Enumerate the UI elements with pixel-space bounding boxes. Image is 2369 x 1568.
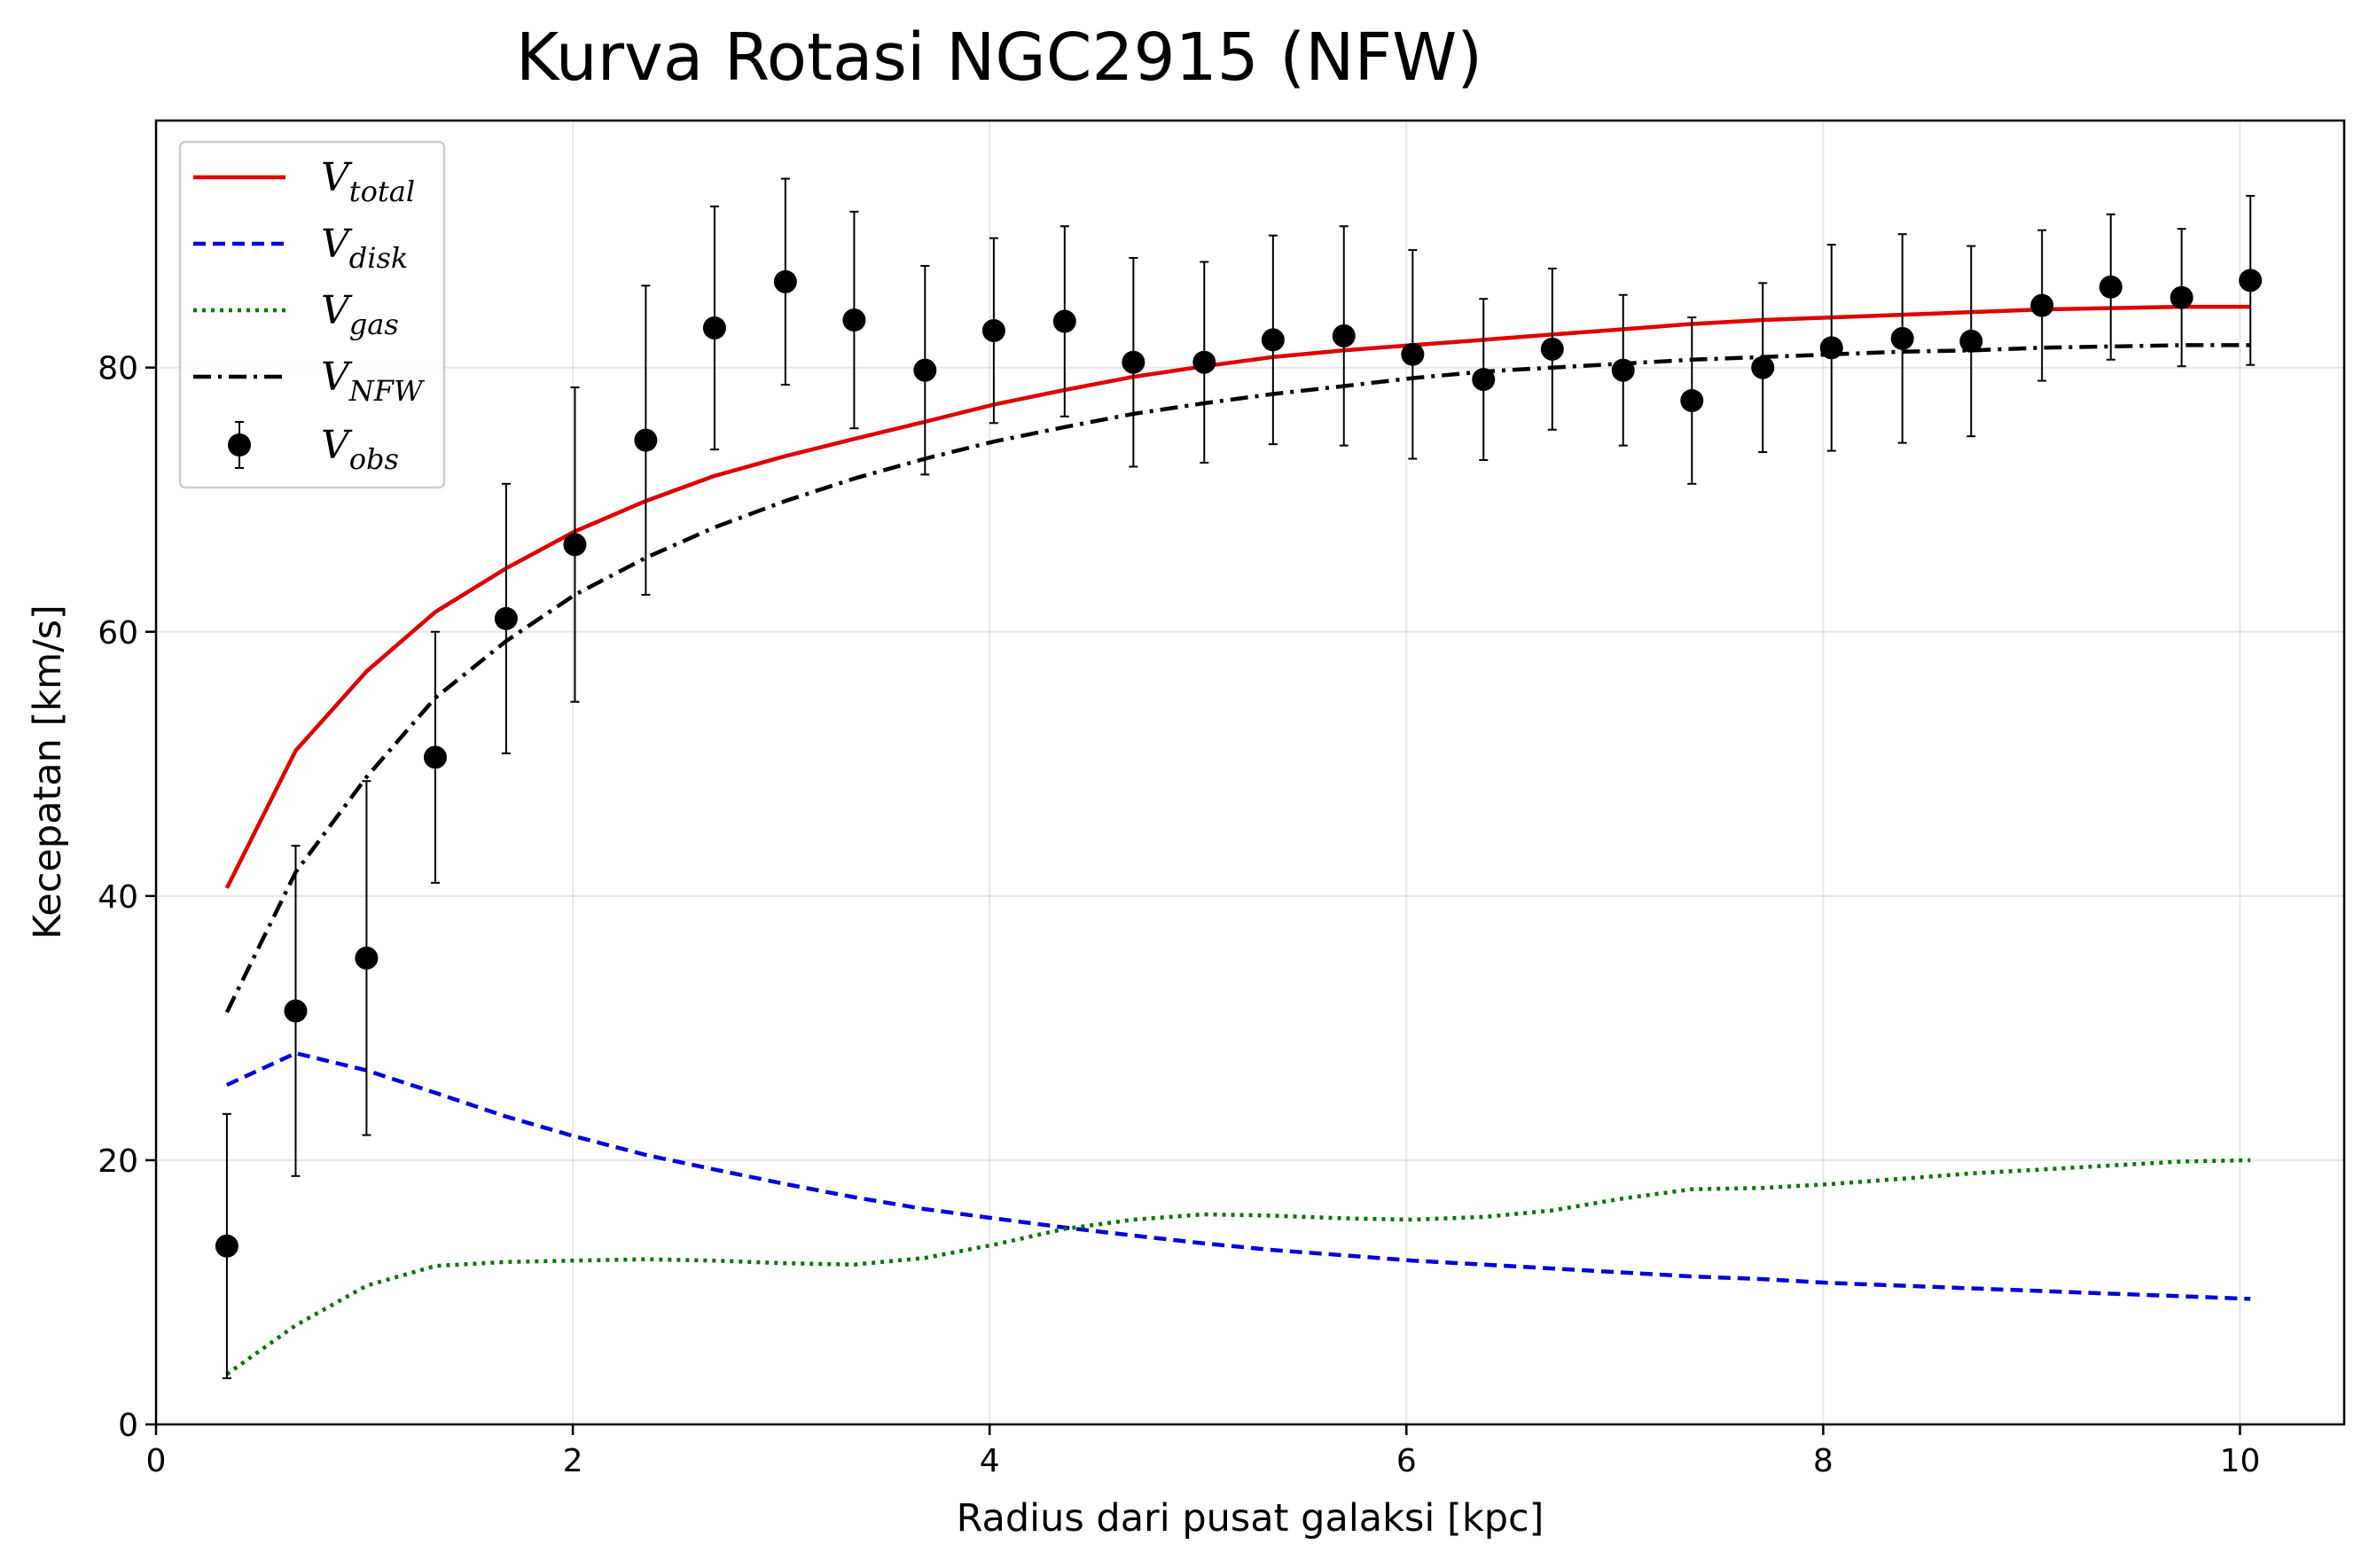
observed-point [1751, 355, 1775, 379]
series-layer [224, 304, 2251, 1377]
x-tick-label: 10 [2220, 1443, 2261, 1479]
legend-label-subscript: total [349, 175, 415, 208]
observed-point [1680, 388, 1704, 412]
observed-point [1611, 358, 1635, 382]
observed-point [702, 316, 726, 339]
observed-point [1540, 337, 1564, 361]
observed-point [563, 533, 587, 557]
plot-frame [154, 119, 2346, 1426]
y-axis-label: Kecepatan [km/s] [26, 605, 70, 940]
y-tick-label: 40 [98, 879, 138, 916]
legend-label-subscript: disk [349, 241, 409, 275]
observed-point [913, 358, 937, 382]
observed-point [284, 999, 308, 1023]
legend-label-subscript: gas [349, 308, 399, 341]
observed-point [1192, 350, 1216, 374]
observed-point [773, 269, 797, 293]
legend-label-subscript: obs [349, 442, 399, 476]
observed-point [423, 745, 447, 769]
y-tick-label: 60 [98, 615, 138, 651]
x-axis-label: Radius dari pusat galaksi [kpc] [957, 1496, 1544, 1541]
observed-point [981, 318, 1005, 342]
observed-point [842, 308, 866, 332]
observed-point [1819, 336, 1843, 360]
chart-title: Kurva Rotasi NGC2915 (NFW) [516, 20, 1482, 96]
x-tick-label: 8 [1813, 1443, 1833, 1479]
observed-point [494, 606, 518, 630]
observed-point [1472, 368, 1496, 392]
observed-point [1890, 326, 1914, 350]
observed-point [2030, 293, 2054, 317]
series-line-gas [225, 1158, 2251, 1377]
legend-label-disk: Vdisk [321, 222, 408, 275]
legend-label-nfw: VNFW [321, 355, 426, 408]
x-tick-label: 0 [146, 1443, 167, 1479]
observed-point [2239, 269, 2263, 293]
x-tick-label: 6 [1396, 1443, 1417, 1479]
observed-point [1401, 342, 1425, 366]
series-line-disk [225, 1050, 2251, 1301]
series-line-total [224, 304, 2251, 889]
legend-box [178, 140, 446, 489]
legend-label-base: V [321, 222, 353, 267]
legend-label-base: V [321, 423, 353, 468]
observed-point [2099, 275, 2123, 299]
legend-label-base: V [321, 155, 353, 200]
observed-point [2170, 285, 2193, 309]
observed-point [634, 428, 658, 452]
observed-point [1332, 324, 1356, 347]
series-line-nfw [224, 343, 2251, 1013]
legend-label-gas: Vgas [321, 288, 399, 341]
legend-marker-obs [228, 433, 251, 456]
observed-point [1122, 350, 1145, 374]
legend-label-subscript: NFW [348, 374, 426, 408]
y-tick-label: 0 [118, 1408, 138, 1444]
observed-point [355, 946, 379, 970]
observed-points [215, 177, 2263, 1379]
y-tick-label: 80 [98, 351, 138, 387]
observed-point [1959, 329, 1983, 353]
x-tick-label: 4 [980, 1443, 1000, 1479]
observed-point [1052, 309, 1076, 333]
legend-label-base: V [321, 288, 353, 333]
legend-label-base: V [321, 355, 353, 400]
x-tick-label: 2 [563, 1443, 583, 1479]
legend-label-total: Vtotal [321, 155, 415, 208]
legend-label-obs: Vobs [321, 423, 399, 476]
axis-ticks: 0 2 4 6 8 10 0 20 40 60 80 [98, 351, 2260, 1479]
observed-point [1261, 328, 1285, 352]
y-tick-label: 20 [98, 1143, 138, 1180]
observed-point [215, 1234, 238, 1258]
